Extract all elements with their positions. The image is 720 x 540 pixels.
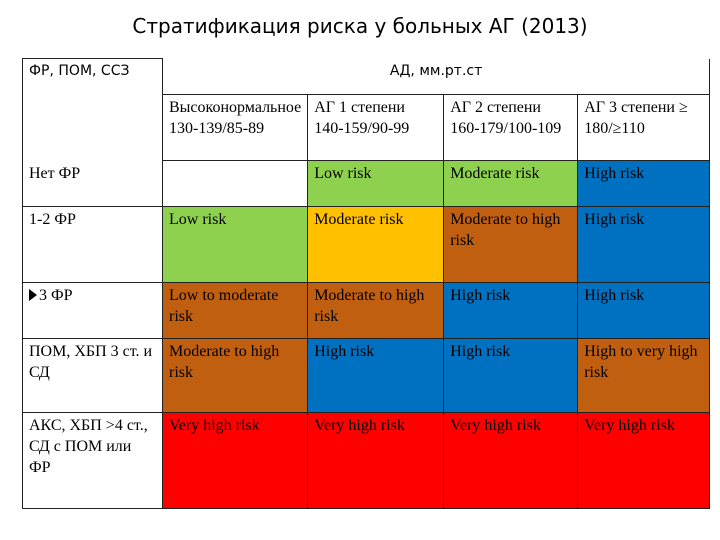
table-row: АКС, ХБП >4 ст., СД с ПОМ или ФР Very hi…: [22, 412, 711, 509]
row-label-tod-ckd3-diabetes: ПОМ, ХБП 3 ст. и СД: [22, 338, 163, 413]
table-row: ПОМ, ХБП 3 ст. и СД Moderate to high ris…: [22, 338, 711, 413]
risk-cell-very-high: Very high risk: [307, 412, 445, 509]
row-label-3-risk-factors: 3 ФР: [22, 282, 163, 339]
bp-header-label: АД, мм.рт.ст: [161, 58, 711, 95]
risk-cell-moderate-to-high: Moderate to high risk: [307, 282, 445, 339]
risk-cell-very-high: Very high risk: [161, 412, 309, 509]
risk-cell-high-to-very-high: High to very high risk: [577, 338, 711, 413]
row-label-no-risk-factors: Нет ФР: [22, 160, 163, 207]
risk-cell-moderate-to-high: Moderate to high risk: [443, 206, 579, 283]
risk-cell-very-high: Very high risk: [443, 412, 579, 509]
risk-cell-moderate-to-high: Moderate to high risk: [161, 338, 309, 413]
risk-cell-high: High risk: [577, 282, 711, 339]
risk-cell-moderate: Moderate risk: [443, 160, 579, 207]
column-header-high-normal: Высоконормальное 130-139/85-89: [161, 94, 309, 161]
risk-cell-high: High risk: [443, 282, 579, 339]
risk-cell-high: High risk: [577, 160, 711, 207]
arrow-bullet-icon: [29, 289, 37, 301]
header-row-columns: Высоконормальное 130-139/85-89 АГ 1 степ…: [23, 94, 711, 161]
risk-cell-high: High risk: [307, 338, 445, 413]
row-header-label: ФР, ПОМ, ССЗ: [22, 58, 163, 161]
column-header-grade-3: АГ 3 степени ≥ 180/≥110: [577, 94, 711, 161]
risk-cell-high: High risk: [443, 338, 579, 413]
risk-cell-high: High risk: [577, 206, 711, 283]
risk-cell: [161, 160, 309, 207]
risk-cell-low: Low risk: [307, 160, 445, 207]
risk-cell-low-to-moderate: Low to moderate risk: [161, 282, 309, 339]
row-label-1-2-risk-factors: 1-2 ФР: [22, 206, 163, 283]
risk-cell-moderate: Moderate risk: [307, 206, 445, 283]
header-row-top: ФР, ПОМ, ССЗ АД, мм.рт.ст: [22, 58, 711, 161]
risk-table: ФР, ПОМ, ССЗ АД, мм.рт.ст Высоконормальн…: [22, 58, 711, 509]
risk-cell-low: Low risk: [161, 206, 309, 283]
row-label-cvd-ckd4-diabetes-tod: АКС, ХБП >4 ст., СД с ПОМ или ФР: [22, 412, 163, 509]
table-row: Нет ФР Low risk Moderate risk High risk: [22, 160, 711, 207]
risk-cell-very-high: Very high risk: [577, 412, 711, 509]
column-header-grade-1: АГ 1 степени 140-159/90-99: [307, 94, 445, 161]
page-title: Стратификация риска у больных АГ (2013): [132, 14, 588, 38]
table-row: 3 ФР Low to moderate risk Moderate to hi…: [22, 282, 711, 339]
row-label-text: 3 ФР: [39, 287, 73, 304]
table-row: 1-2 ФР Low risk Moderate risk Moderate t…: [22, 206, 711, 283]
column-header-grade-2: АГ 2 степени 160-179/100-109: [443, 94, 579, 161]
